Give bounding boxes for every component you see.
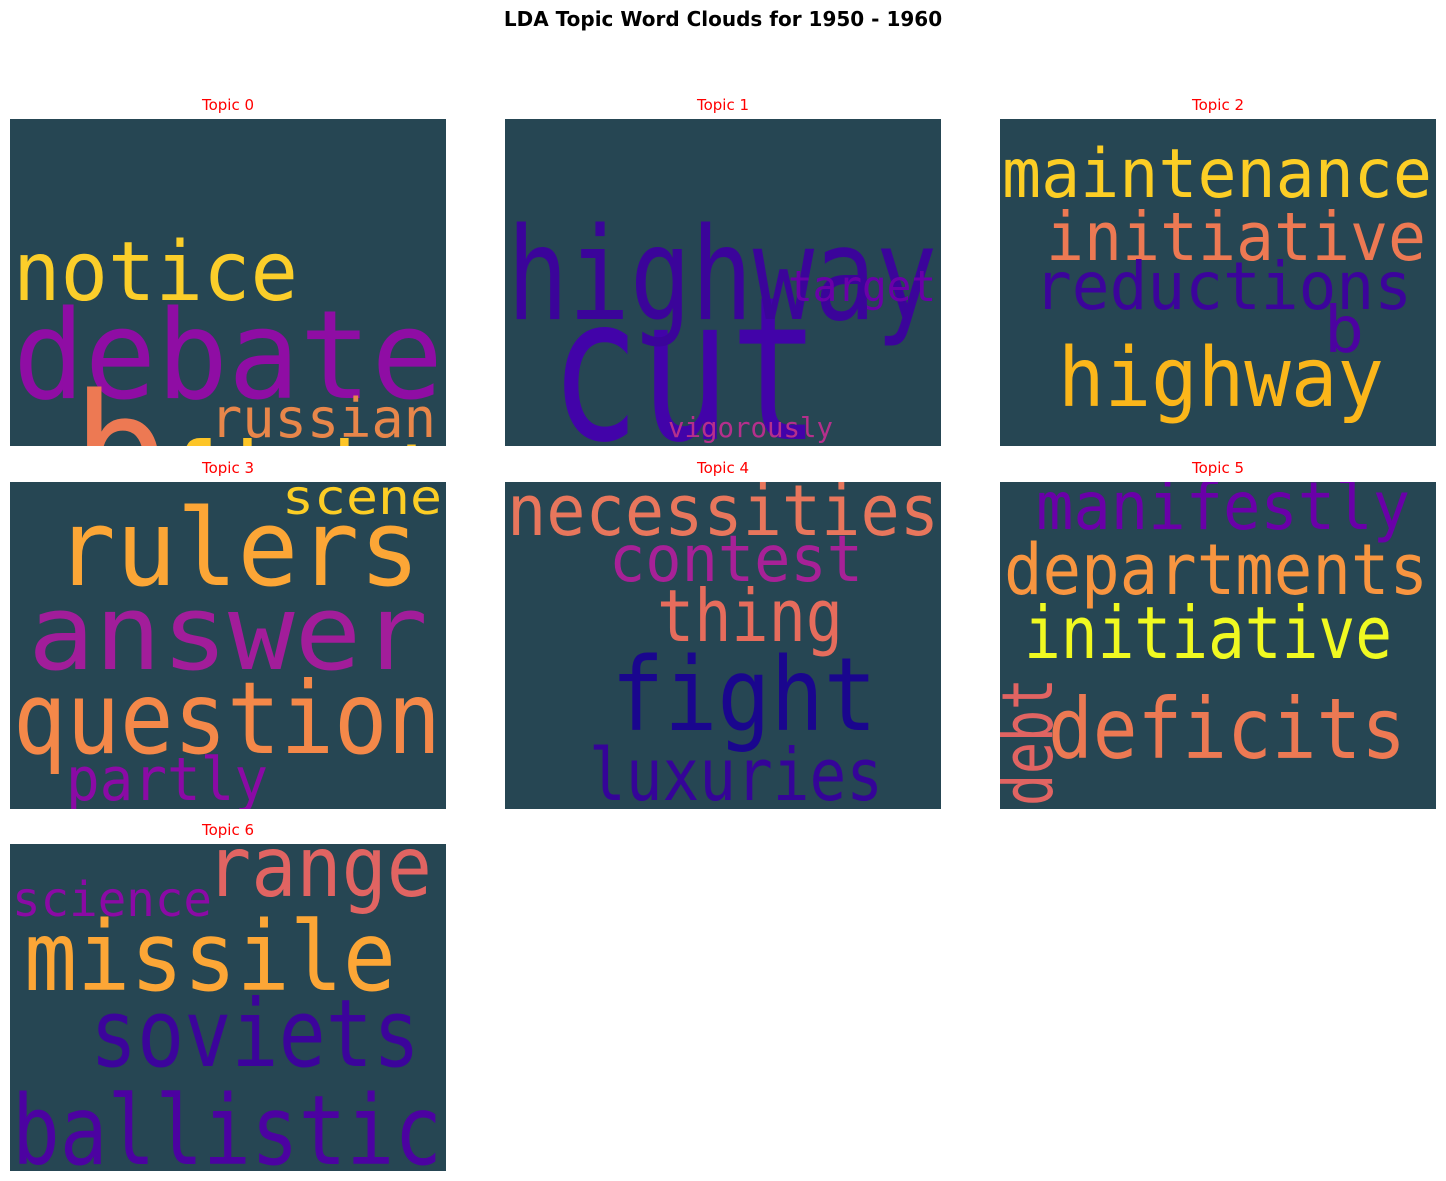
topic-2-word-highway: highway <box>1058 331 1384 426</box>
topic-2-title: Topic 2 <box>1191 96 1245 114</box>
topic-1-word-cut: cut <box>550 254 820 446</box>
topic-6-word-ballistic: ballistic <box>12 1075 442 1171</box>
topic-3-word-scene: scene <box>282 482 442 526</box>
topic-6-word-range: range <box>206 844 432 916</box>
topic-6-word-soviets: soviets <box>90 980 420 1089</box>
topic-0-word-b: b <box>72 359 168 446</box>
topic-5-word-initiative: initiative <box>1024 591 1392 675</box>
topic-4-word-fight: fight <box>611 636 877 755</box>
topic-4-word-luxuries: luxuries <box>589 733 883 809</box>
topic-6-title: Topic 6 <box>201 821 255 839</box>
topic-6-wordcloud: missile ballistic soviets range science <box>10 844 446 1171</box>
topic-4-title: Topic 4 <box>696 459 750 477</box>
topic-1-word-highway: highway <box>507 201 937 350</box>
topic-3-word-answer: answer <box>28 572 428 694</box>
topic-3-wordcloud: answer rulers question scene partly <box>10 482 446 809</box>
topic-0-wordcloud-svg: debatebfight notice russian <box>13 225 444 446</box>
topic-1-title: Topic 1 <box>696 96 750 114</box>
topic-6-word-missile: missile <box>24 901 396 1013</box>
topic-2-word-reductions: reductions <box>1034 248 1412 325</box>
topic-5-word-debt: debt <box>1000 678 1069 806</box>
topic-3-title: Topic 3 <box>201 459 255 477</box>
topic-3-word-rulers: rulers <box>55 487 420 610</box>
topic-5-word-departments: departments <box>1004 529 1428 611</box>
topic-4-word-thing: thing <box>657 574 843 658</box>
topic-1-word-geneva: geneva <box>508 411 936 446</box>
topic-0-word-notice: notice <box>13 225 298 320</box>
topic-0-title: Topic 0 <box>201 96 255 114</box>
topic-0-word-fight: fight <box>162 419 444 446</box>
topic-2-wordcloud: maintenance initiative reductions b highway <box>1000 119 1436 446</box>
topic-2-word-b: b <box>1324 294 1364 368</box>
topic-0-word-debate: debate <box>13 285 443 428</box>
topic-4-word-contest: contest <box>609 523 863 597</box>
topic-2-word-initiative: initiative <box>1046 198 1426 276</box>
figure-title: LDA Topic Word Clouds for 1950 - 1960 <box>503 7 943 31</box>
topic-5-title: Topic 5 <box>1191 459 1245 477</box>
topic-1-word-target: target <box>788 262 936 312</box>
topic-1-word-vigorously: vigorously <box>668 411 833 444</box>
topic-5-word-deficits: deficits <box>1048 680 1406 778</box>
topic-5-wordcloud: departments deficits initiative manifestly d… <box>1000 482 1436 809</box>
topic-6-word-science: science <box>12 872 212 928</box>
topic-2-word-maintenance: maintenance <box>1002 135 1432 214</box>
topic-4-word-necessities: necessities <box>507 482 939 552</box>
topic-5-word-manifestly: manifestly <box>1036 482 1410 545</box>
topic-3-word-partly: partly <box>66 745 268 809</box>
topic-3-word-question: question <box>13 660 441 777</box>
topic-0-word-russian: russian <box>210 387 436 446</box>
topic-0-wordcloud: debatebfight notice russian <box>10 119 446 446</box>
topic-4-wordcloud: fight necessities contest thing luxuries <box>505 482 941 809</box>
